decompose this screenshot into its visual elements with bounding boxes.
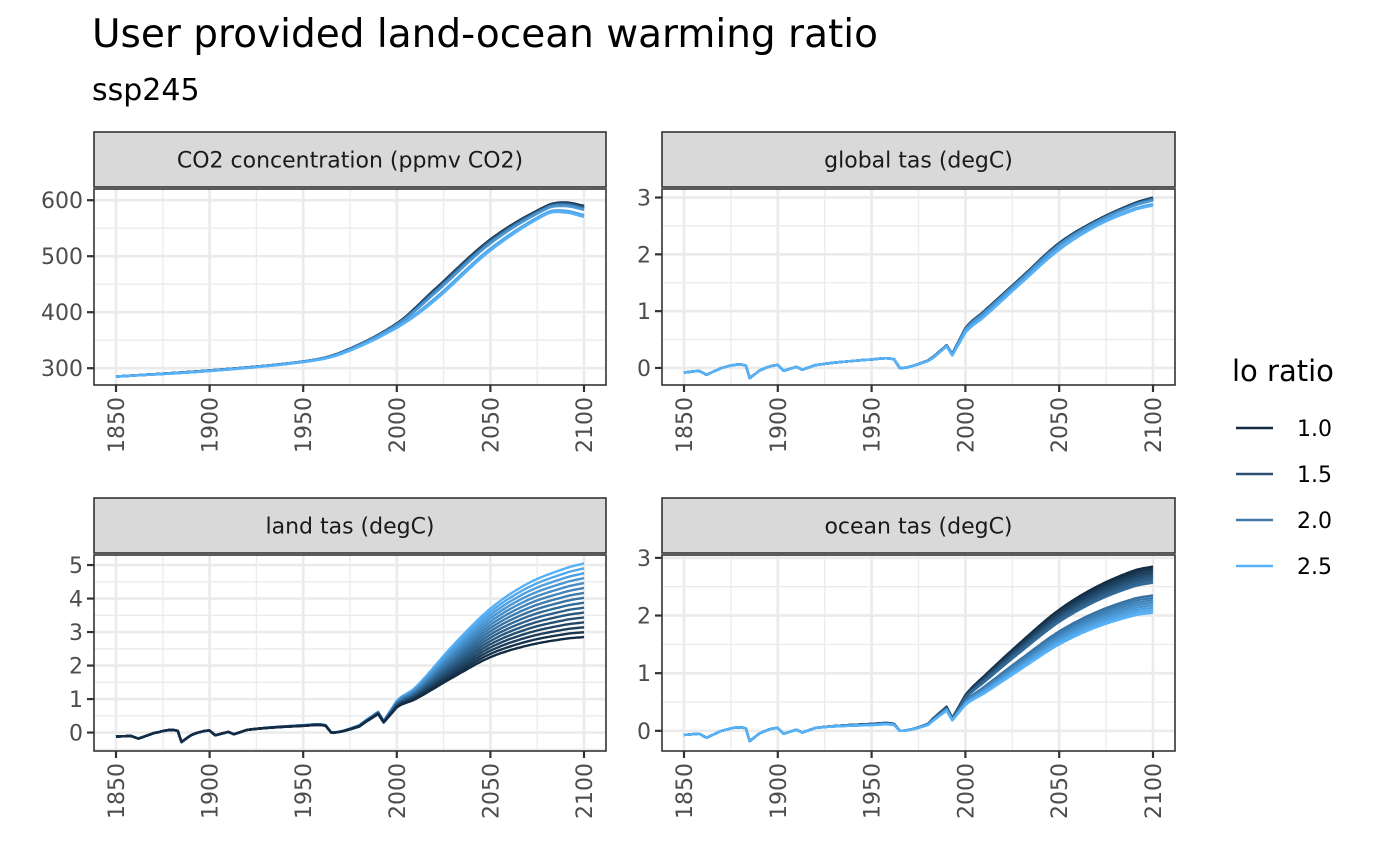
x-tick-label: 2050 (1048, 763, 1073, 819)
facet-strip (661, 497, 1176, 554)
x-tick-label: 1900 (199, 763, 224, 819)
y-tick-label: 1 (637, 300, 651, 325)
panel-border (661, 188, 1176, 386)
panel-border (93, 188, 607, 386)
x-tick-label: 2100 (1142, 397, 1167, 453)
series-lines (683, 565, 1154, 743)
x-tick-label: 1950 (292, 397, 317, 453)
y-tick-label: 0 (69, 722, 83, 747)
panel-border (661, 554, 1176, 752)
y-tick-label: 600 (41, 189, 83, 214)
y-tick-label: 2 (637, 605, 651, 630)
facet-strip (93, 131, 607, 188)
x-tick-label: 2050 (479, 397, 504, 453)
facet-strip-label: ocean tas (degC) (824, 515, 1012, 540)
series-lines (115, 201, 585, 378)
legend-item: 2.5 (1236, 555, 1332, 580)
facet-strip (661, 131, 1176, 188)
x-tick-label: 2050 (1048, 397, 1073, 453)
y-tick-label: 0 (637, 720, 651, 745)
y-tick-label: 1 (69, 688, 83, 713)
facet-panel-3: land tas (degC) 0 1 2 3 4 5 1850 1900 1950 2000 205… (69, 497, 607, 819)
facet-strip-label: global tas (degC) (824, 149, 1013, 174)
series-line-lo-ratio-2.5 (683, 611, 1154, 743)
x-tick-label: 1950 (861, 763, 886, 819)
y-tick-label: 3 (69, 621, 83, 646)
x-tick-label: 1900 (767, 397, 792, 453)
legend-label: 2.0 (1297, 509, 1332, 534)
series-line-lo-ratio-1.0 (115, 635, 585, 744)
major-gridlines (662, 189, 1175, 385)
facet-panel-1: CO2 concentration (ppmv CO2) 300 400 500 600… (41, 131, 607, 453)
series-lines (115, 562, 585, 744)
legend-label: 1.5 (1297, 463, 1332, 488)
x-tick-label: 1850 (105, 397, 130, 453)
legend: lo ratio 1.0 1.5 2.0 2.5 (1232, 354, 1334, 580)
x-tick-label: 1850 (673, 763, 698, 819)
series-lines (683, 196, 1154, 380)
y-tick-label: 400 (41, 301, 83, 326)
legend-title: lo ratio (1232, 354, 1334, 388)
x-tick-label: 2100 (573, 763, 598, 819)
series-line-lo-ratio-2.5 (683, 204, 1154, 380)
legend-label: 1.0 (1297, 417, 1332, 442)
y-tick-label: 0 (637, 357, 651, 382)
y-tick-label: 500 (41, 245, 83, 270)
x-tick-label: 2000 (954, 763, 979, 819)
x-tick-label: 1850 (105, 763, 130, 819)
x-tick-label: 1950 (861, 397, 886, 453)
x-tick-label: 2000 (954, 397, 979, 453)
panel-border (93, 554, 607, 752)
x-tick-label: 1950 (292, 763, 317, 819)
legend-item: 2.0 (1236, 509, 1332, 534)
x-tick-label: 2050 (479, 763, 504, 819)
y-tick-label: 2 (69, 655, 83, 680)
facet-strip-label: CO2 concentration (ppmv CO2) (177, 149, 523, 174)
y-tick-label: 3 (637, 547, 651, 572)
x-tick-label: 2100 (1142, 763, 1167, 819)
x-tick-label: 2000 (386, 397, 411, 453)
x-tick-label: 2000 (386, 763, 411, 819)
x-tick-label: 2100 (573, 397, 598, 453)
y-tick-label: 4 (69, 588, 83, 613)
minor-gridlines (94, 555, 606, 751)
major-gridlines (94, 189, 606, 385)
chart-subtitle: ssp245 (92, 73, 200, 108)
x-tick-label: 1900 (199, 397, 224, 453)
series-line-lo-ratio-2.5 (115, 210, 585, 378)
y-tick-label: 1 (637, 662, 651, 687)
legend-label: 2.5 (1297, 555, 1332, 580)
x-tick-label: 1900 (767, 763, 792, 819)
legend-item: 1.5 (1236, 463, 1332, 488)
y-tick-label: 5 (69, 554, 83, 579)
facet-strip (93, 497, 607, 554)
x-tick-label: 1850 (673, 397, 698, 453)
chart-title: User provided land-ocean warming ratio (92, 12, 878, 57)
y-tick-label: 2 (637, 243, 651, 268)
y-tick-label: 300 (41, 357, 83, 382)
y-tick-label: 3 (637, 187, 651, 212)
legend-item: 1.0 (1236, 417, 1332, 442)
facet-panel-4: ocean tas (degC) 0 1 2 3 1850 1900 1950 2000 2050… (637, 497, 1176, 819)
facet-panel-2: global tas (degC) 0 1 2 3 1850 1900 1950 2000 205… (637, 131, 1176, 453)
facet-strip-label: land tas (degC) (265, 515, 434, 540)
minor-gridlines (662, 189, 1175, 385)
